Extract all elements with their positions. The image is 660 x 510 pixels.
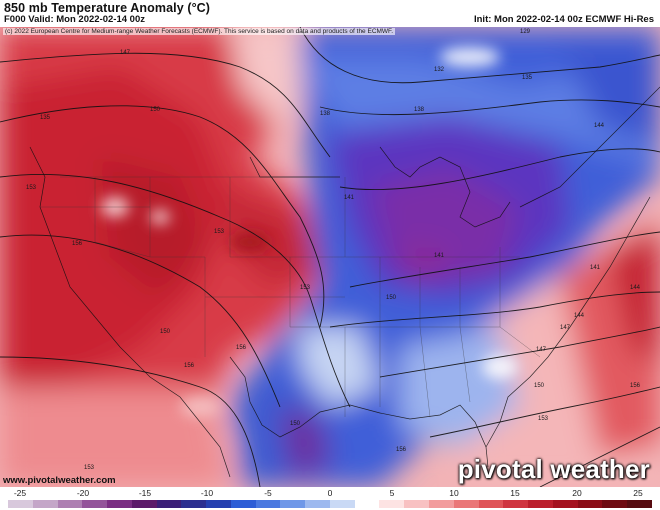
anomaly-map[interactable]: 147 150 153 156 141 138 135 132 129 144 … bbox=[0, 27, 660, 487]
color-scale-cell bbox=[453, 500, 479, 508]
color-scale-cell bbox=[478, 500, 504, 508]
scale-tick: 10 bbox=[449, 488, 459, 498]
height-contours bbox=[0, 27, 660, 487]
color-scale-cell bbox=[82, 500, 108, 508]
color-scale-cell bbox=[156, 500, 182, 508]
contour-label: 150 bbox=[386, 295, 397, 301]
color-scale-ticks: -25 -20 -15 -10 -5 0 5 10 15 20 25 bbox=[0, 487, 660, 499]
color-scale-cell bbox=[627, 500, 652, 508]
contour-label: 147 bbox=[536, 347, 547, 353]
color-scale-cell bbox=[57, 500, 83, 508]
contour-label: 147 bbox=[560, 325, 571, 331]
color-scale-cell bbox=[255, 500, 281, 508]
color-scale-bar bbox=[8, 500, 652, 508]
contour-label: 150 bbox=[160, 329, 171, 335]
scale-tick: 20 bbox=[572, 488, 582, 498]
color-scale-cell bbox=[429, 500, 454, 508]
contour-label: 132 bbox=[434, 67, 445, 73]
color-scale-cell bbox=[379, 500, 405, 508]
contour-label: 150 bbox=[150, 107, 161, 113]
contour-label: 153 bbox=[84, 465, 95, 471]
contour-label: 156 bbox=[630, 383, 641, 389]
scale-tick: 0 bbox=[327, 488, 333, 498]
scale-tick: -25 bbox=[13, 488, 27, 498]
contour-label: 138 bbox=[320, 111, 331, 117]
contour-labels: 147 150 153 156 141 138 135 132 129 144 … bbox=[26, 29, 641, 471]
color-scale-cell bbox=[181, 500, 207, 508]
init-time: Init: Mon 2022-02-14 00z ECMWF Hi-Res bbox=[473, 14, 654, 25]
color-scale-cell bbox=[32, 500, 58, 508]
color-scale-cell bbox=[230, 500, 256, 508]
brand-logo: pivotal weather bbox=[457, 454, 650, 484]
scale-tick: 25 bbox=[633, 488, 643, 498]
contour-label: 150 bbox=[290, 421, 301, 427]
color-scale-cell bbox=[206, 500, 231, 508]
contour-label: 138 bbox=[414, 107, 425, 113]
color-scale-cell bbox=[131, 500, 157, 508]
contour-label: 129 bbox=[520, 29, 531, 35]
page-title: 850 mb Temperature Anomaly (°C) bbox=[4, 1, 211, 15]
header: 850 mb Temperature Anomaly (°C) F000 Val… bbox=[0, 0, 660, 27]
contour-label: 153 bbox=[538, 416, 549, 422]
copyright-notice: (c) 2022 European Centre for Medium-rang… bbox=[3, 28, 396, 35]
contour-label: 156 bbox=[72, 241, 83, 247]
color-scale-cell bbox=[577, 500, 603, 508]
color-scale-cell bbox=[528, 500, 553, 508]
contour-label: 141 bbox=[590, 265, 601, 271]
scale-tick: -10 bbox=[200, 488, 214, 498]
color-scale-cell bbox=[354, 500, 380, 508]
color-scale: -25 -20 -15 -10 -5 0 5 10 15 20 25 bbox=[0, 487, 660, 510]
contour-label: 156 bbox=[236, 345, 247, 351]
contour-label: 141 bbox=[434, 253, 445, 259]
color-scale-cell bbox=[602, 500, 628, 508]
contour-label: 156 bbox=[396, 447, 407, 453]
contour-label: 135 bbox=[40, 115, 51, 121]
valid-time: F000 Valid: Mon 2022-02-14 00z bbox=[4, 14, 145, 25]
contour-label: 156 bbox=[184, 363, 195, 369]
contour-label: 153 bbox=[26, 185, 37, 191]
scale-tick: -15 bbox=[138, 488, 152, 498]
contour-label: 147 bbox=[120, 50, 131, 56]
color-scale-cell bbox=[305, 500, 330, 508]
contour-label: 144 bbox=[630, 285, 641, 291]
contour-label: 153 bbox=[300, 285, 311, 291]
color-scale-cell bbox=[552, 500, 578, 508]
contour-label: 150 bbox=[534, 383, 545, 389]
map-canvas: 147 150 153 156 141 138 135 132 129 144 … bbox=[0, 27, 660, 487]
contour-label: 141 bbox=[344, 195, 355, 201]
state-borders bbox=[40, 176, 541, 418]
scale-tick: 15 bbox=[510, 488, 520, 498]
color-scale-cell bbox=[329, 500, 355, 508]
color-scale-cell bbox=[8, 500, 33, 508]
scale-tick: 5 bbox=[389, 488, 395, 498]
website-link[interactable]: www.pivotalweather.com bbox=[3, 475, 116, 486]
color-scale-cell bbox=[107, 500, 132, 508]
contour-label: 144 bbox=[594, 123, 605, 129]
contour-label: 144 bbox=[574, 313, 585, 319]
scale-tick: -20 bbox=[76, 488, 90, 498]
color-scale-cell bbox=[503, 500, 529, 508]
color-scale-cell bbox=[404, 500, 430, 508]
contour-label: 153 bbox=[214, 229, 225, 235]
color-scale-cell bbox=[280, 500, 306, 508]
contour-label: 135 bbox=[522, 75, 533, 81]
scale-tick: -5 bbox=[264, 488, 272, 498]
